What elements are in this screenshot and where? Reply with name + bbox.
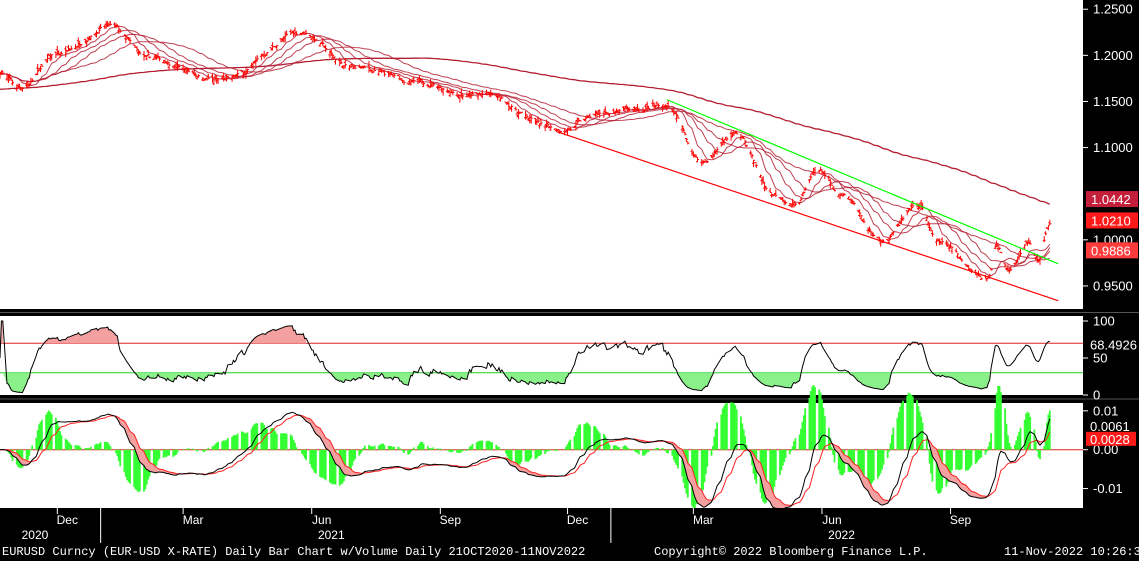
rsi-value-label: 68.4926: [1090, 337, 1137, 352]
x-tick-label: Jun: [312, 513, 331, 527]
moving-average-line: [0, 29, 1051, 270]
footer-description: EURUSD Curncy (EUR-USD X-RATE) Daily Bar…: [2, 545, 586, 559]
price-plot-area: [0, 0, 1083, 309]
footer-timestamp: 11-Nov-2022 10:26:31: [1004, 545, 1139, 559]
price-value-label: 1.0442: [1091, 192, 1131, 207]
x-tick-label: Mar: [183, 513, 204, 527]
price-value-label: 1.0210: [1091, 213, 1131, 228]
price-value-label-box: [1086, 212, 1138, 229]
price-y-tick-label: 0.9500: [1093, 278, 1133, 293]
price-y-tick-label: 1.1500: [1093, 94, 1133, 109]
ma-200-line: [0, 57, 1051, 205]
rsi-y-tick-label: 0: [1093, 388, 1100, 403]
price-bars: [0, 20, 1052, 282]
macd-y-tick-label: 0.00: [1093, 442, 1118, 457]
macd-y-tick-label: -0.01: [1093, 481, 1123, 496]
rsi-value-label-box: [1086, 336, 1139, 353]
support-trendline: [557, 131, 1059, 302]
x-tick-label: Sep: [950, 513, 972, 527]
x-axis: Dec Mar Jun Sep Dec Mar Jun Sep 2020 2021 2022: [0, 508, 1139, 543]
rsi-line: [0, 320, 1050, 394]
rsi-overbought-fill: [0, 321, 1050, 344]
footer-bar: EURUSD Curncy (EUR-USD X-RATE) Daily Bar…: [0, 543, 1139, 561]
macd-value-label: 0.0028: [1090, 432, 1130, 447]
macd-histogram: [0, 385, 1051, 510]
rsi-oversold-fill: [2, 372, 990, 393]
rsi-y-tick-label: 50: [1093, 351, 1107, 366]
macd-value-label-box: [1086, 431, 1136, 446]
x-axis-band: [0, 508, 1139, 543]
moving-average-line: [0, 34, 1051, 267]
resistance-trendline: [666, 99, 1059, 265]
rsi-y-tick-label: 100: [1093, 314, 1115, 329]
macd-value-label: 0.0061: [1090, 419, 1130, 434]
price-value-label: 0.9886: [1091, 243, 1131, 258]
macd-y-tick-label: 0.01: [1093, 403, 1118, 418]
rsi-panel: 100 50 0 68.4926: [0, 309, 1139, 403]
x-tick-label: Sep: [440, 513, 462, 527]
macd-value-label-box: [1086, 418, 1136, 433]
moving-average-line: [0, 25, 1051, 277]
year-label: 2020: [22, 528, 49, 542]
price-y-tick-label: 1.2500: [1093, 2, 1133, 17]
rsi-plot-area: [0, 316, 1083, 395]
x-tick-label: Dec: [567, 513, 588, 527]
price-panel: 1.25001.20001.15001.10001.00000.95001.04…: [0, 0, 1138, 309]
year-label: 2022: [828, 528, 855, 542]
price-y-tick-label: 1.2000: [1093, 48, 1133, 63]
x-tick-label: Jun: [822, 513, 841, 527]
macd-signal-line: [0, 414, 1051, 506]
x-tick-label: Dec: [57, 513, 78, 527]
price-value-label-box: [1086, 242, 1138, 259]
price-value-label-box: [1086, 191, 1138, 208]
footer-copyright: Copyright© 2022 Bloomberg Finance L.P.: [654, 545, 928, 559]
moving-average-line: [0, 41, 1050, 261]
year-label: 2021: [318, 528, 345, 542]
x-tick-label: Mar: [693, 513, 714, 527]
price-y-tick-label: 1.1000: [1093, 140, 1133, 155]
macd-line: [0, 411, 1051, 510]
